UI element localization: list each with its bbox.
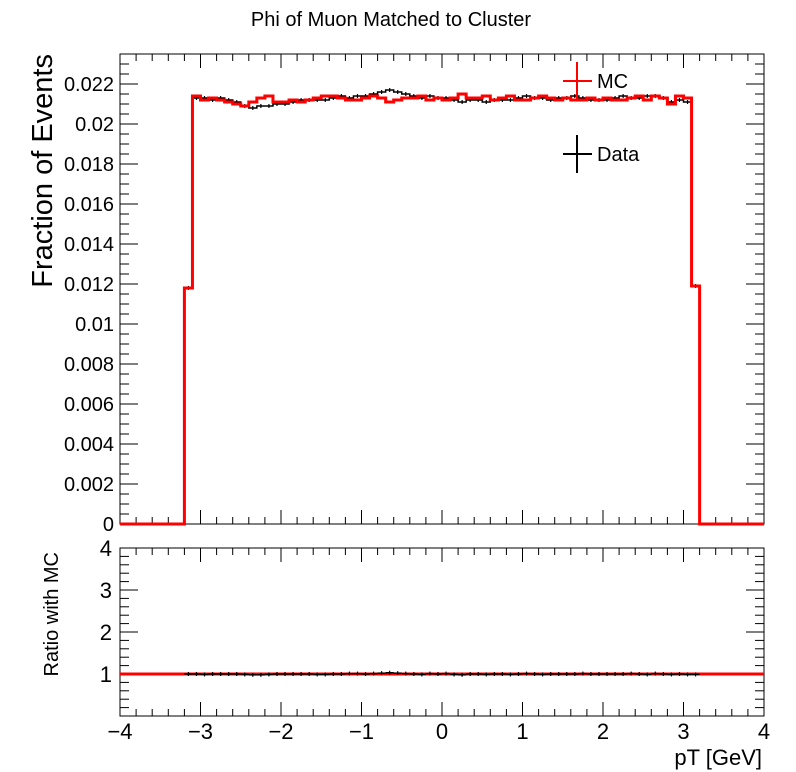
legend-label-mc: MC: [597, 71, 628, 93]
chart-title: Phi of Muon Matched to Cluster: [251, 9, 531, 31]
top-y-tick-label: 0.018: [64, 154, 114, 176]
legend: MC Data: [563, 62, 640, 173]
top-y-tick-label: 0.022: [64, 74, 114, 96]
top-y-tick-label: 0.014: [64, 234, 114, 256]
top-x-ticks: [119, 54, 765, 524]
top-y-axis-label: Fraction of Events: [27, 54, 59, 288]
bottom-y-axis-label: Ratio with MC: [41, 552, 63, 676]
top-y-tick-label: 0.004: [64, 434, 114, 456]
x-tick-label: 3: [677, 719, 689, 744]
top-y-tick-label: 0.002: [64, 474, 114, 496]
top-y-tick-label: 0.012: [64, 274, 114, 296]
top-y-tick-label: 0.01: [75, 314, 114, 336]
top-plot-frame: [119, 53, 765, 525]
mc-series-line: [120, 92, 764, 526]
x-tick-label: 0: [436, 719, 448, 744]
top-y-ticks: 0 0.002 0.004 0.006 0.008 0.01 0.012 0.014 0.016…: [64, 53, 764, 536]
top-y-tick-label: 0: [103, 514, 114, 536]
top-y-tick-label: 0.02: [75, 114, 114, 136]
ratio-series: [184, 670, 700, 677]
x-tick-label: 1: [516, 719, 528, 744]
bottom-plot-frame: [119, 547, 765, 717]
x-tick-label: −3: [188, 719, 213, 744]
x-tick-label: −2: [268, 719, 293, 744]
bottom-x-ticks: −4 −3 −2 −1 0 1 2 3 4: [107, 548, 770, 744]
top-y-tick-label: 0.016: [64, 194, 114, 216]
x-tick-label: 4: [758, 719, 770, 744]
top-y-tick-label: 0.008: [64, 354, 114, 376]
legend-entry-mc: MC: [563, 62, 628, 100]
top-pad: 0 0.002 0.004 0.006 0.008 0.01 0.012 0.014 0.016…: [27, 53, 765, 536]
legend-label-data: Data: [597, 144, 640, 166]
x-axis-label: pT [GeV]: [674, 745, 762, 770]
legend-entry-data: Data: [563, 135, 640, 173]
bottom-y-tick-label: 3: [100, 578, 112, 603]
bottom-y-tick-label: 2: [100, 620, 112, 645]
data-series-errors: [187, 88, 697, 290]
x-tick-label: −1: [349, 719, 374, 744]
bottom-y-tick-label: 4: [100, 536, 112, 561]
bottom-y-tick-label: 1: [100, 662, 112, 687]
x-tick-label: 2: [597, 719, 609, 744]
data-series-line: [120, 89, 764, 525]
top-y-tick-label: 0.006: [64, 394, 114, 416]
bottom-y-ticks: 1 2 3 4: [100, 536, 764, 717]
x-tick-label: −4: [107, 719, 132, 744]
bottom-pad: 1 2 3 4 −4 −3 −2 −1 0 1 2 3 4 Ratio with MC pT [GeV…: [41, 536, 770, 770]
